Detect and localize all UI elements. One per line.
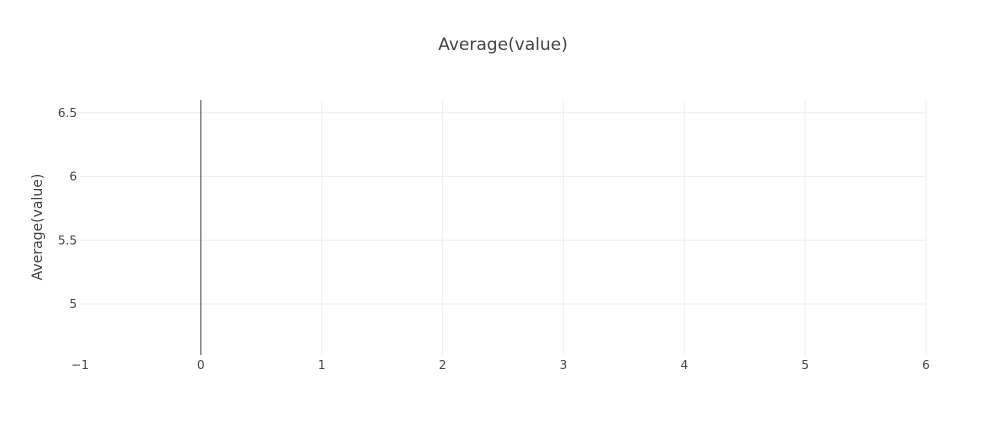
y-tick-label: 5.5 bbox=[58, 233, 77, 247]
x-tick-label: −1 bbox=[71, 358, 89, 372]
y-tick-label: 5 bbox=[69, 297, 77, 311]
y-tick-label: 6 bbox=[69, 170, 77, 184]
x-tick-label: 0 bbox=[197, 358, 205, 372]
x-tick-label: 3 bbox=[560, 358, 568, 372]
x-tick-label: 4 bbox=[680, 358, 688, 372]
chart-title: Average(value) bbox=[438, 35, 568, 55]
x-tick-label: 6 bbox=[922, 358, 930, 372]
grid-layer bbox=[80, 100, 927, 355]
x-axis-ticks: −1 0 1 2 3 4 5 6 bbox=[71, 358, 930, 372]
y-tick-label: 6.5 bbox=[58, 106, 77, 120]
x-tick-label: 5 bbox=[801, 358, 809, 372]
y-axis-ticks: 5 5.5 6 6.5 bbox=[58, 106, 77, 311]
x-tick-label: 2 bbox=[439, 358, 447, 372]
x-tick-label: 1 bbox=[318, 358, 326, 372]
y-axis-title: Average(value) bbox=[30, 174, 46, 281]
